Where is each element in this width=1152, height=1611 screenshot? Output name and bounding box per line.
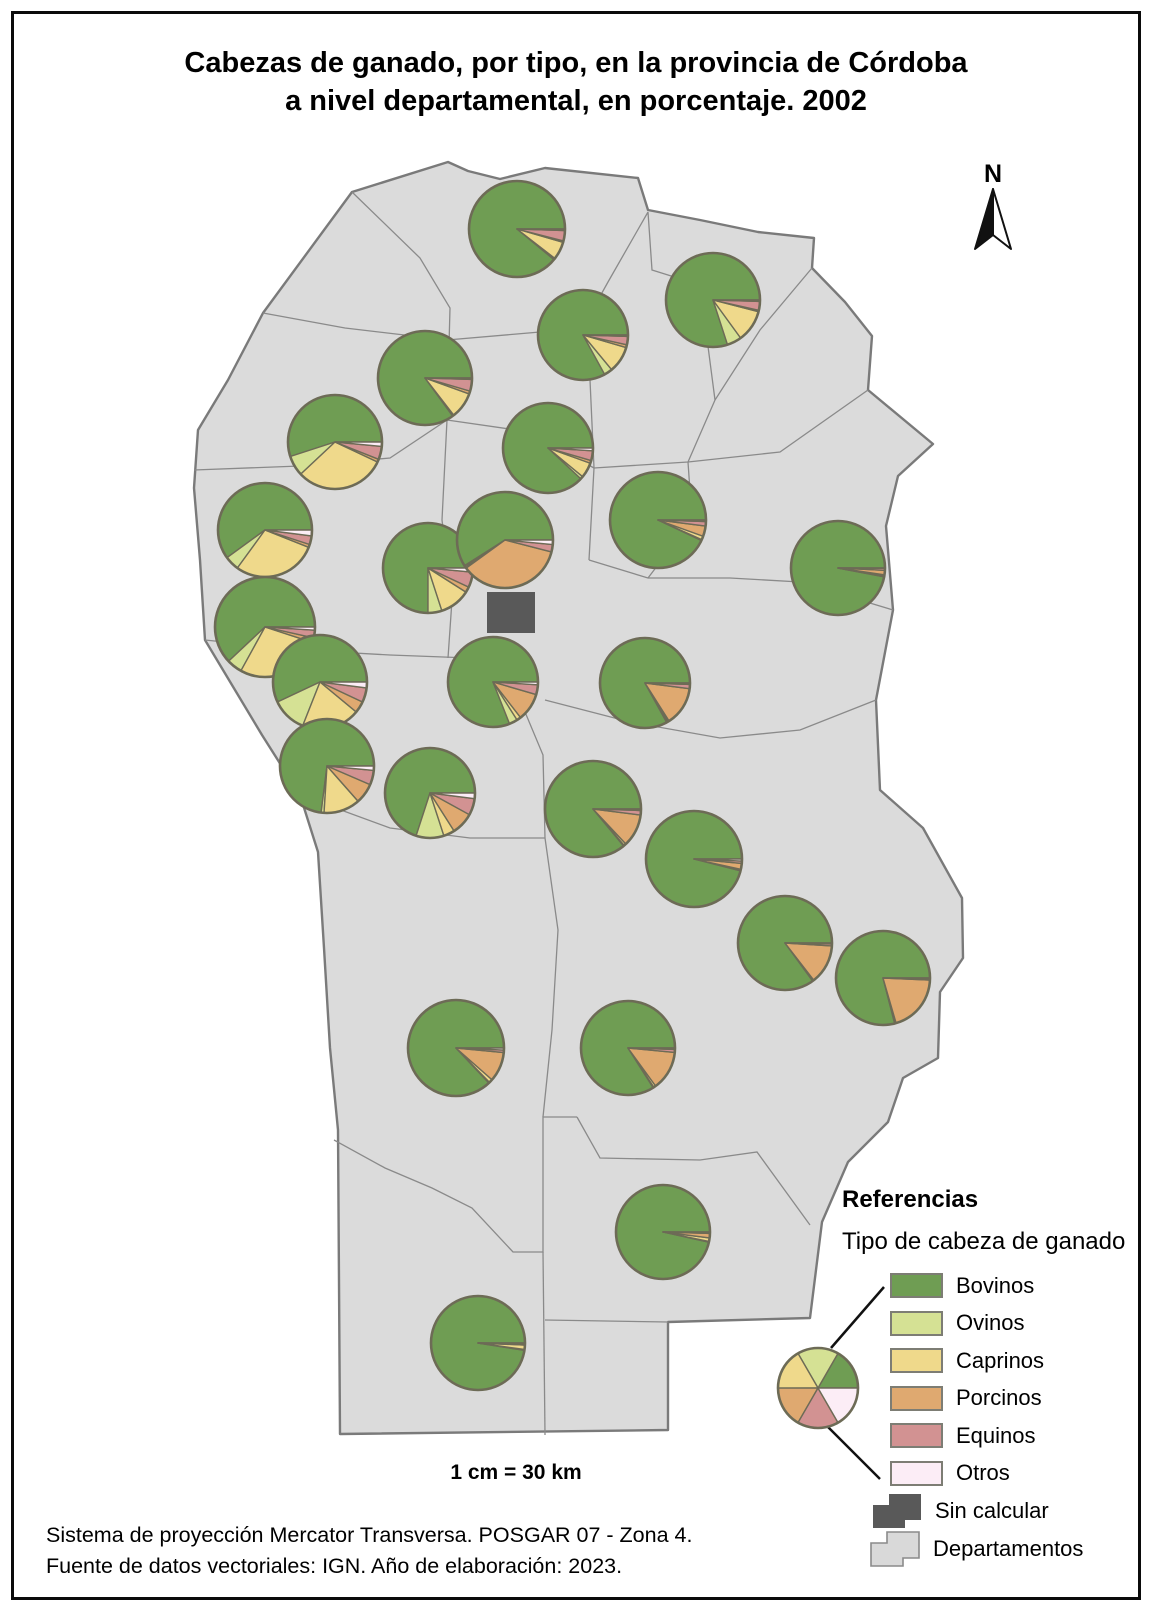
pie-chart-20 [736, 894, 834, 992]
legend-item-sin-calcular: Sin calcular [871, 1492, 1049, 1530]
legend-item-bovinos: Bovinos [890, 1273, 1044, 1298]
pie-chart-1 [467, 179, 567, 279]
pie-chart-21 [834, 929, 932, 1027]
pie-chart-19 [644, 809, 744, 909]
pie-chart-9 [789, 519, 887, 617]
page-title-line2: a nivel departamental, en porcentaje. 20… [285, 85, 867, 117]
pie-rim [789, 519, 887, 617]
north-arrow-icon [974, 188, 1012, 250]
pie-chart-11 [455, 490, 555, 590]
legend-sample-pie [776, 1346, 860, 1430]
legend-item-equinos: Equinos [890, 1423, 1044, 1448]
pie-chart-2 [536, 288, 630, 382]
legend-item-otros: Otros [890, 1460, 1044, 1486]
pie-chart-25 [429, 1294, 527, 1392]
pie-chart-16 [278, 717, 376, 815]
pie-chart-4 [376, 329, 474, 427]
pie-rim [278, 717, 376, 815]
pie-charts-layer [213, 179, 932, 1430]
legend-title: Referencias [842, 1186, 979, 1213]
pie-chart-13 [271, 633, 369, 731]
pie-chart-6 [501, 401, 595, 495]
north-label: N [983, 160, 1003, 188]
footer-line2: Fuente de datos vectoriales: IGN. Año de… [46, 1554, 623, 1578]
pie-chart-22 [406, 998, 506, 1098]
pie-rim [467, 179, 567, 279]
pie-rim [834, 929, 932, 1027]
pie-rim [664, 251, 762, 349]
scale-label: 1 cm = 30 km [450, 1461, 582, 1484]
pie-rim [614, 1183, 712, 1281]
ovinos-swatch [890, 1310, 943, 1336]
pie-chart-3 [664, 251, 762, 349]
equinos-swatch [890, 1423, 943, 1448]
page-title: Cabezas de ganado, por tipo, en la provi… [0, 44, 1152, 120]
sin-calcular-icon [873, 1494, 921, 1528]
pie-rim [213, 575, 317, 679]
pie-rim [776, 1346, 860, 1430]
pie-rim [376, 329, 474, 427]
pie-rim [579, 999, 677, 1097]
footer-line1: Sistema de proyección Mercator Transvers… [46, 1523, 693, 1547]
departamentos-label: Departamentos [933, 1536, 1084, 1561]
pie-rim [736, 894, 834, 992]
caprinos-swatch [890, 1348, 943, 1373]
departamentos-icon [870, 1531, 920, 1567]
pie-rim [543, 759, 643, 859]
pie-rim [501, 401, 595, 495]
legend-item-label: Porcinos [956, 1385, 1042, 1410]
pie-rim [644, 809, 744, 909]
pie-rim [455, 490, 555, 590]
bovinos-swatch [890, 1273, 943, 1298]
slice-otros [882, 977, 931, 980]
pie-chart-15 [598, 636, 692, 730]
otros-swatch [890, 1460, 943, 1486]
pie-chart-14 [446, 635, 540, 729]
sin-calcular-area [487, 592, 535, 633]
pie-chart-10 [381, 521, 475, 615]
legend-item-label: Otros [956, 1460, 1010, 1485]
porcinos-swatch [890, 1385, 943, 1411]
pie-rim [286, 393, 384, 491]
pie-rim [446, 635, 540, 729]
legend-item-label: Caprinos [956, 1347, 1045, 1373]
footer: Sistema de proyección Mercator Transvers… [46, 1520, 692, 1582]
pie-chart-7 [216, 481, 314, 579]
pie-chart-23 [579, 999, 677, 1097]
legend-item-porcinos: Porcinos [890, 1385, 1044, 1411]
legend-item-departamentos: Departamentos [869, 1530, 1083, 1568]
pie-rim [406, 998, 506, 1098]
slice-otros [662, 1231, 711, 1234]
slice-otros [477, 1342, 526, 1345]
legend-item-ovinos: Ovinos [890, 1310, 1044, 1336]
pie-rim [536, 288, 630, 382]
legend-item-label: Ovinos [956, 1310, 1025, 1335]
pie-rim [598, 636, 692, 730]
pie-rim [429, 1294, 527, 1392]
legend-connector-lines [826, 1286, 885, 1480]
legend-item-label: Bovinos [956, 1272, 1035, 1298]
sin-calcular-label: Sin calcular [935, 1498, 1049, 1523]
page-title-line1: Cabezas de ganado, por tipo, en la provi… [184, 47, 968, 79]
slice-otros [784, 942, 833, 945]
pie-rim [608, 470, 708, 570]
pie-rim [383, 746, 477, 840]
pie-chart-18 [543, 759, 643, 859]
legend-item-label: Equinos [956, 1422, 1036, 1448]
pie-chart-17 [383, 746, 477, 840]
pie-chart-8 [608, 470, 708, 570]
pie-chart-24 [614, 1183, 712, 1281]
legend-subtitle: Tipo de cabeza de ganado [842, 1228, 1126, 1255]
pie-chart-5 [286, 393, 384, 491]
legend-items: Bovinos Ovinos Caprinos Porcinos Equinos… [890, 1273, 1044, 1486]
legend-item-caprinos: Caprinos [890, 1348, 1044, 1373]
